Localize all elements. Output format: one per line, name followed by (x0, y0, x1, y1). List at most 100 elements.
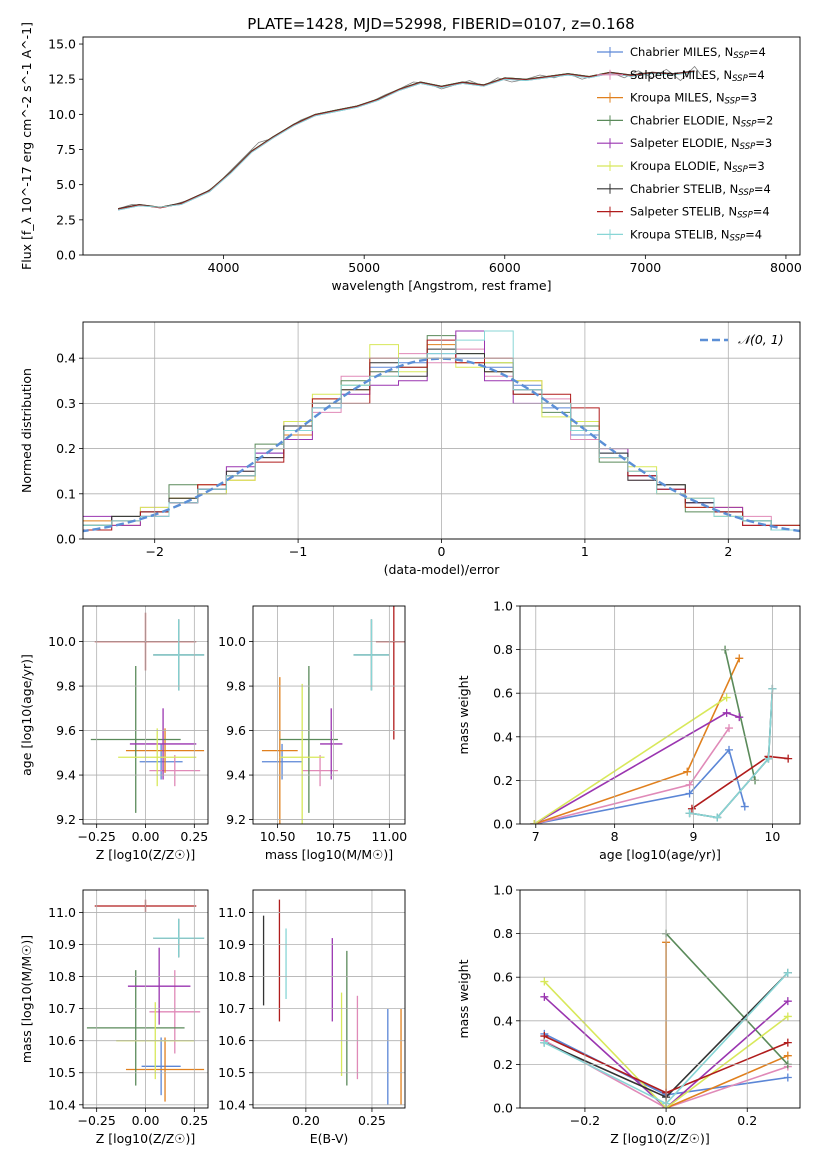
x-tick-label: −1 (289, 544, 307, 559)
legend-label: Salpeter MILES, NSSP=4 (630, 68, 765, 84)
legend-label: Chabrier STELIB, NSSP=4 (630, 182, 771, 198)
x-tick-label: 10.75 (316, 829, 352, 844)
y-tick-label: 0.6 (493, 970, 513, 985)
weight-marker (540, 977, 549, 986)
y-tick-label: 11.0 (48, 905, 76, 920)
model-spectrum-line (209, 71, 611, 191)
legend-label-tail: =4 (745, 227, 762, 241)
weight-marker (713, 813, 722, 822)
y-tick-label: 10.9 (218, 937, 246, 952)
y-axis-label: Normed distribution (19, 368, 34, 493)
y-tick-label: 10.6 (218, 1033, 246, 1048)
weight-line (533, 657, 741, 824)
legend-label: 𝒩(0, 1) (738, 332, 784, 347)
x-tick-label: 10.50 (260, 829, 296, 844)
y-tick-label: 10.7 (218, 1001, 246, 1016)
weight-marker (783, 1038, 792, 1047)
y-axis-label: Flux [f_λ 10^-17 erg cm^-2 s^-1 A^-1] (19, 22, 34, 270)
y-axis-label: age [log10(age/yr)] (19, 654, 34, 776)
weight-marker (725, 745, 734, 754)
weight-marker (740, 802, 749, 811)
weight-marker (687, 804, 696, 813)
plot-area (530, 645, 793, 824)
y-tick-label: 10.0 (218, 634, 246, 649)
panel-weight-vs-Z: −0.2 0.0 0.2 0.0 0.2 0.4 0.6 0.8 1.0 Z [log10(Z/Z… (456, 883, 801, 1146)
y-tick-label: 9.2 (226, 812, 246, 827)
legend-label: Chabrier MILES, NSSP=4 (630, 45, 766, 61)
x-tick-label: 11.00 (371, 829, 407, 844)
weight-marker (683, 767, 692, 776)
y-tick-label: 10.0 (48, 107, 76, 122)
model-spectrum-line (118, 70, 695, 210)
x-tick-label: 5000 (348, 260, 380, 275)
x-tick-label: 7 (532, 829, 540, 844)
y-tick-label: 10.0 (48, 634, 76, 649)
weight-marker (783, 968, 792, 977)
legend-label: Chabrier ELODIE, NSSP=2 (630, 113, 773, 129)
weight-line (689, 688, 774, 819)
legend-label-tail: =4 (749, 45, 766, 59)
legend-label-subscript: SSP (740, 142, 756, 152)
weight-marker (735, 654, 744, 663)
legend-label-subscript: SSP (738, 188, 754, 198)
y-tick-label: 9.8 (56, 679, 76, 694)
legend-label-tail: =4 (753, 205, 770, 219)
y-tick-label: 10.5 (48, 1065, 76, 1080)
legend-label-main: Chabrier MILES, N (630, 45, 733, 59)
y-tick-label: 0.2 (56, 441, 76, 456)
panel-weight-vs-age: 7 8 9 10 0.0 0.2 0.4 0.6 0.8 1.0 age [log10(age/yr… (456, 599, 801, 862)
legend-label-subscript: SSP (741, 119, 757, 129)
x-tick-label: 0 (438, 544, 446, 559)
y-tick-label: 0.1 (56, 486, 76, 501)
x-tick-label: 2 (724, 544, 732, 559)
axes-frame (252, 889, 406, 1109)
y-tick-label: 9.2 (56, 812, 76, 827)
x-tick-label: 0.25 (180, 829, 208, 844)
legend-label-main: Chabrier STELIB, N (630, 182, 738, 196)
y-tick-label: 0.8 (493, 926, 513, 941)
y-tick-label: 12.5 (48, 72, 76, 87)
axes-frame (82, 36, 801, 256)
y-axis-label: mass [log10(M/M☉)] (19, 935, 34, 1063)
y-tick-label: 0.0 (56, 248, 76, 263)
x-tick-label: 7000 (629, 260, 661, 275)
weight-marker (783, 997, 792, 1006)
weight-marker (530, 820, 539, 824)
model-spectrum-line (118, 71, 653, 210)
legend-label-main: Chabrier ELODIE, N (630, 113, 741, 127)
x-axis-label: (data-model)/error (384, 562, 501, 577)
weight-marker (722, 693, 731, 702)
weight-marker (783, 1051, 792, 1060)
legend-label-subscript: SSP (737, 211, 753, 221)
y-tick-label: 9.4 (56, 768, 76, 783)
weight-marker (783, 1012, 792, 1021)
legend-label-main: Salpeter STELIB, N (630, 205, 737, 219)
x-axis-label: mass [log10(M/M☉)] (265, 847, 393, 862)
x-tick-label: 0.2 (737, 1113, 757, 1128)
y-tick-label: 0.4 (56, 351, 76, 366)
figure-title: PLATE=1428, MJD=52998, FIBERID=0107, z=0… (247, 15, 634, 33)
weight-line (724, 649, 756, 781)
weight-marker (685, 809, 694, 818)
weight-line (689, 688, 774, 819)
x-tick-label: 10 (764, 829, 780, 844)
x-tick-label: −0.2 (570, 1113, 600, 1128)
plot-area (90, 612, 205, 813)
y-tick-label: 10.9 (48, 937, 76, 952)
y-tick-label: 2.5 (56, 212, 76, 227)
panel-age-vs-Z: −0.25 0.00 0.25 9.2 9.4 9.6 9.8 10.0 Z [log10(Z/… (19, 605, 209, 862)
y-tick-label: 0.0 (493, 1101, 513, 1116)
x-axis-label: E(B-V) (310, 1131, 349, 1146)
weight-line (691, 755, 789, 810)
plot-area (117, 65, 705, 211)
y-tick-label: 0.0 (56, 532, 76, 547)
x-tick-label: 4000 (208, 260, 240, 275)
y-tick-label: 0.8 (493, 642, 513, 657)
weight-marker (540, 992, 549, 1001)
legend-label-main: Salpeter ELODIE, N (630, 136, 740, 150)
y-tick-label: 0.4 (493, 1013, 513, 1028)
x-tick-label: −0.25 (78, 1113, 116, 1128)
weight-line (665, 933, 789, 1065)
legend-label-tail: =4 (754, 182, 771, 196)
weight-marker (735, 713, 744, 722)
